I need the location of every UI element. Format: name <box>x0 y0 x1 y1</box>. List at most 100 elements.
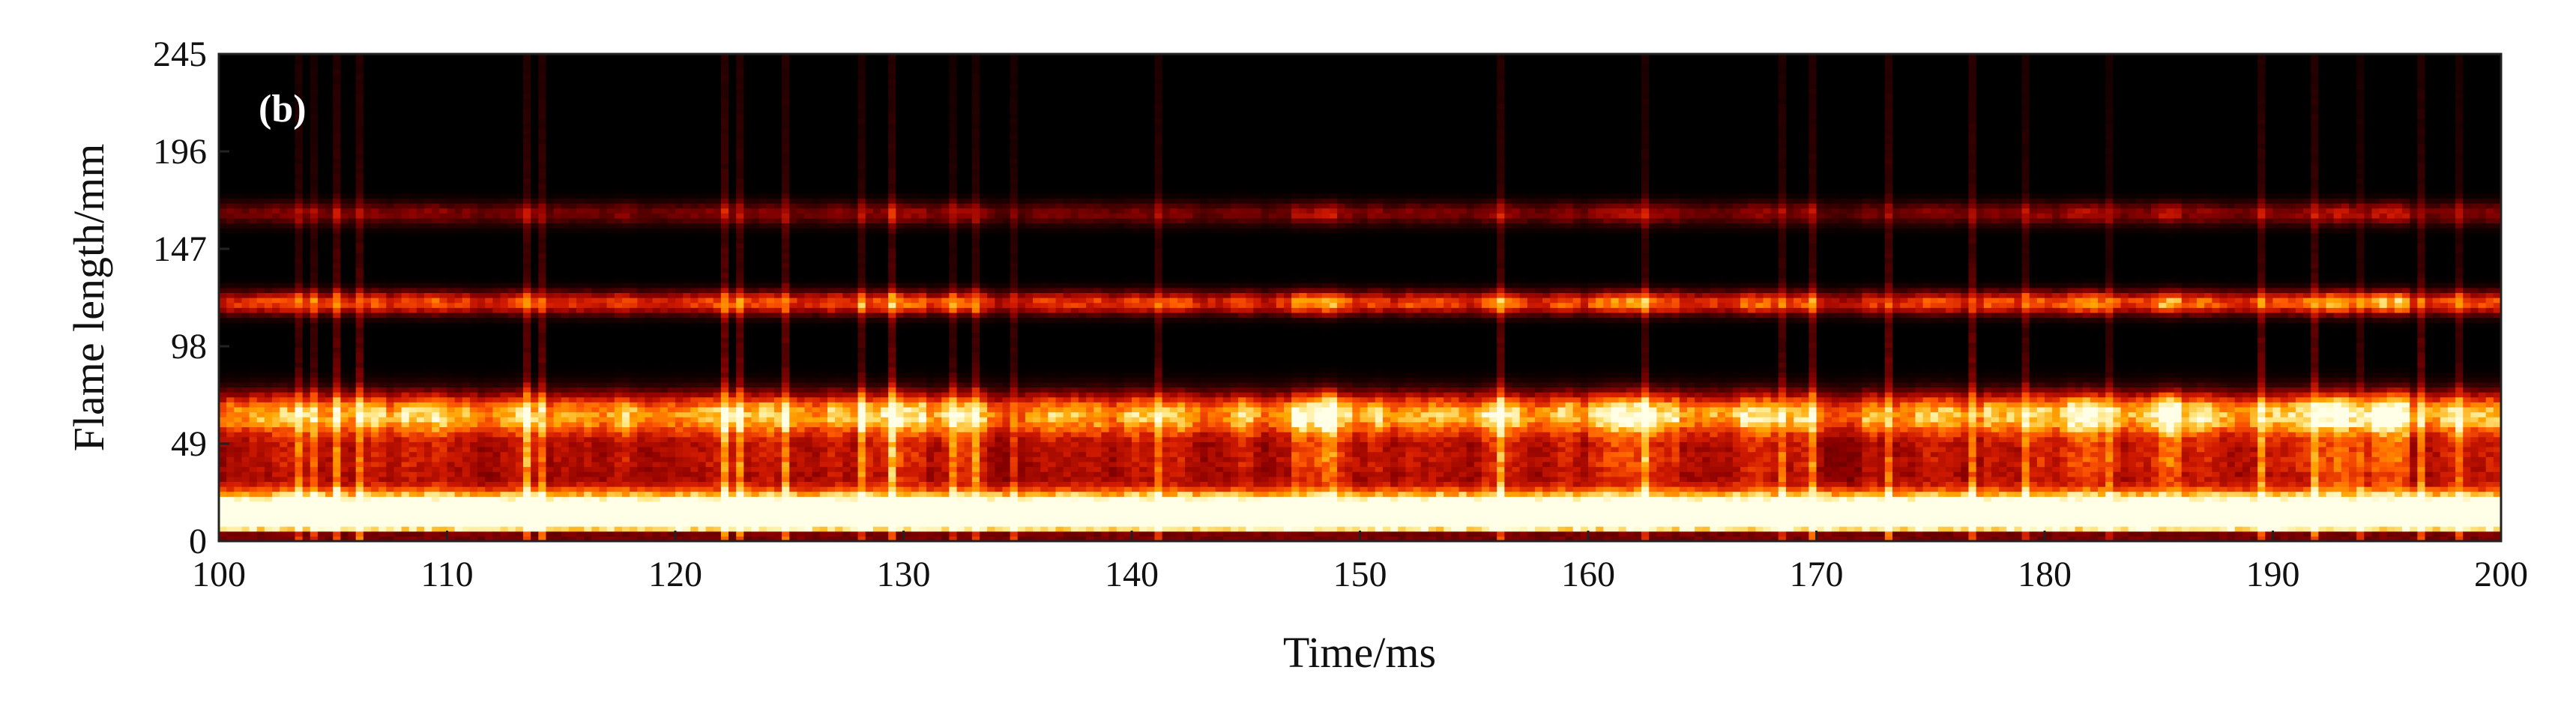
heatmap-cell <box>523 312 531 319</box>
heatmap-cell <box>584 481 592 487</box>
heatmap-cell <box>355 307 364 313</box>
heatmap-cell <box>219 436 227 442</box>
heatmap-cell <box>340 516 349 522</box>
heatmap-cell <box>568 253 577 259</box>
heatmap-cell <box>523 332 531 338</box>
heatmap-cell <box>408 411 417 417</box>
heatmap-cell <box>219 357 227 363</box>
heatmap-cell <box>531 217 539 224</box>
heatmap-cell <box>439 88 448 94</box>
heatmap-cell <box>249 208 258 214</box>
heatmap-cell <box>340 496 349 502</box>
heatmap-cell <box>378 118 387 124</box>
heatmap-cell <box>561 531 570 537</box>
heatmap-cell <box>599 362 608 368</box>
heatmap-cell <box>241 302 250 308</box>
heatmap-cell <box>432 213 440 219</box>
heatmap-cell <box>234 536 243 541</box>
heatmap-cell <box>492 466 501 472</box>
heatmap-cell <box>439 108 448 115</box>
heatmap-cell <box>447 173 456 179</box>
heatmap-cell <box>477 347 486 353</box>
heatmap-cell <box>561 83 570 90</box>
heatmap-cell <box>325 436 334 442</box>
heatmap-cell <box>523 441 531 447</box>
heatmap-cell <box>492 302 501 308</box>
heatmap-cell <box>287 287 296 293</box>
heatmap-cell <box>325 302 334 308</box>
heatmap-cell <box>325 277 334 283</box>
heatmap-cell <box>546 411 555 417</box>
heatmap-cell <box>546 526 555 532</box>
heatmap-cell <box>363 496 372 502</box>
heatmap-cell <box>363 292 372 298</box>
heatmap-cell <box>424 257 432 264</box>
heatmap-cell <box>439 417 448 423</box>
heatmap-cell <box>302 178 311 184</box>
heatmap-cell <box>272 168 280 174</box>
heatmap-cell <box>485 193 493 199</box>
heatmap-cell <box>477 94 486 100</box>
heatmap-cell <box>408 531 417 537</box>
heatmap-cell <box>287 491 296 497</box>
heatmap-cell <box>424 476 432 483</box>
heatmap-cell <box>256 441 265 447</box>
heatmap-cell <box>538 178 547 184</box>
heatmap-cell <box>226 88 235 94</box>
heatmap-cell <box>310 94 319 100</box>
heatmap-cell <box>507 511 516 517</box>
heatmap-cell <box>454 366 463 373</box>
heatmap-cell <box>492 298 501 304</box>
heatmap-cell <box>447 411 456 417</box>
heatmap-cell <box>568 317 577 323</box>
heatmap-cell <box>371 163 379 169</box>
heatmap-cell <box>393 173 402 179</box>
heatmap-cell <box>454 501 463 507</box>
heatmap-cell <box>348 123 357 130</box>
heatmap-cell <box>538 183 547 189</box>
heatmap-cell <box>447 381 456 387</box>
heatmap-cell <box>264 94 273 100</box>
heatmap-cell <box>568 531 577 537</box>
heatmap-cell <box>234 466 243 472</box>
heatmap-cell <box>371 54 379 60</box>
heatmap-cell <box>454 138 463 144</box>
heatmap-cell <box>469 387 478 393</box>
heatmap-cell <box>523 73 531 79</box>
heatmap-cell <box>340 511 349 517</box>
heatmap-cell <box>333 287 341 293</box>
heatmap-cell <box>584 536 592 541</box>
heatmap-cell <box>393 307 402 313</box>
heatmap-cell <box>599 486 608 492</box>
heatmap-cell <box>333 426 341 432</box>
heatmap-cell <box>576 298 585 304</box>
heatmap-cell <box>454 202 463 209</box>
heatmap-cell <box>272 322 280 328</box>
heatmap-cell <box>591 143 600 149</box>
heatmap-cell <box>561 312 570 319</box>
heatmap-cell <box>492 481 501 487</box>
heatmap-cell <box>378 441 387 447</box>
heatmap-cell <box>492 292 501 298</box>
heatmap-cell <box>264 243 273 249</box>
heatmap-cell <box>302 436 311 442</box>
heatmap-cell <box>378 223 387 229</box>
heatmap-cell <box>416 511 425 517</box>
heatmap-cell <box>348 337 357 343</box>
heatmap-cell <box>371 143 379 149</box>
heatmap-cell <box>462 283 471 289</box>
heatmap-cell <box>408 198 417 204</box>
heatmap-cell <box>568 417 577 423</box>
heatmap-cell <box>576 456 585 462</box>
heatmap-cell <box>363 312 372 319</box>
heatmap-cell <box>424 421 432 428</box>
heatmap-cell <box>272 183 280 189</box>
heatmap-cell <box>462 232 471 239</box>
heatmap-cell <box>333 163 341 169</box>
heatmap-cell <box>492 436 501 442</box>
heatmap-cell <box>333 113 341 119</box>
heatmap-cell <box>241 148 250 154</box>
heatmap-cell <box>523 173 531 179</box>
heatmap-cell <box>256 406 265 413</box>
heatmap-cell <box>401 456 410 462</box>
